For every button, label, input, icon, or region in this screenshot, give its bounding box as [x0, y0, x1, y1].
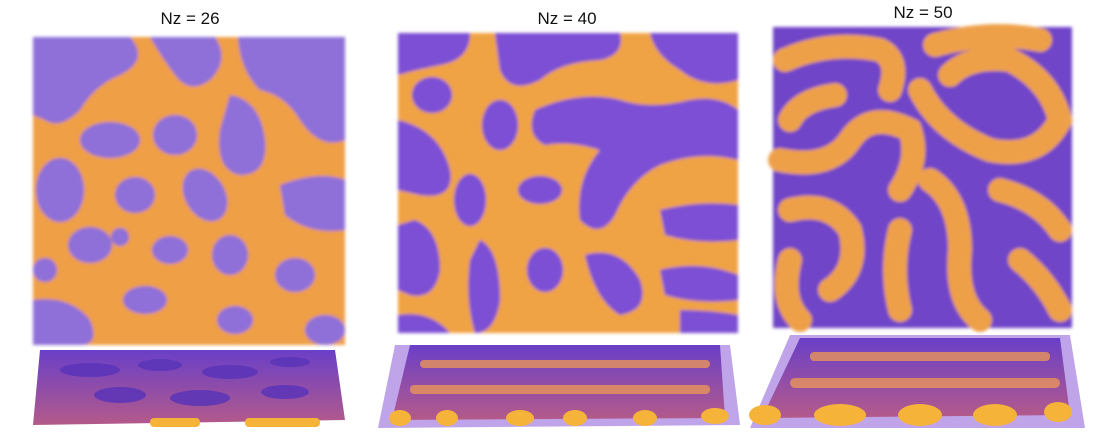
- top-view-26: [33, 37, 345, 345]
- top-view-40: [398, 33, 738, 333]
- side-view-40: [378, 345, 740, 428]
- top-view-50: [773, 27, 1072, 328]
- figure: Nz = 26 Nz = 40 Nz = 50: [0, 0, 1099, 432]
- panel-label: Nz = 40: [537, 9, 596, 28]
- panel-label: Nz = 50: [893, 3, 952, 22]
- side-view-26: [33, 350, 345, 427]
- side-view-50: [749, 335, 1085, 428]
- panel-label: Nz = 26: [160, 9, 219, 28]
